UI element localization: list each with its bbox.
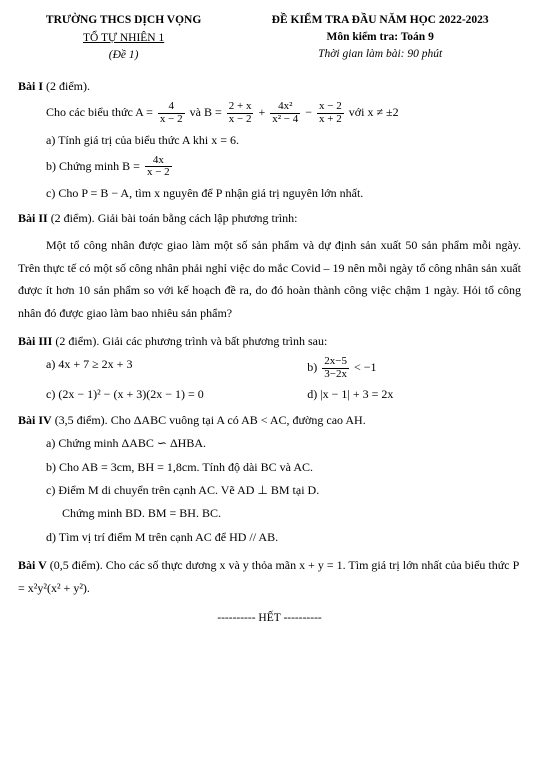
bai2-title: Bài II: [18, 211, 48, 225]
section-bai-5: Bài V (0,5 điểm). Cho các số thực dương …: [18, 554, 521, 600]
frac-A: 4x − 2: [158, 101, 185, 125]
bai1-a: a) Tính giá trị của biểu thức A khi x = …: [46, 132, 521, 149]
exam-title: ĐỀ KIỂM TRA ĐẦU NĂM HỌC 2022-2023: [239, 12, 521, 29]
op-minus: −: [305, 105, 315, 119]
bai3-title: Bài III: [18, 334, 52, 348]
bai1-c: c) Cho P = B − A, tìm x nguyên để P nhận…: [46, 185, 521, 202]
team-name: TỔ TỰ NHIÊN 1: [18, 30, 229, 47]
exam-variant: (Đề 1): [18, 47, 229, 64]
bai1-post: với x ≠ ±2: [349, 105, 399, 119]
frac-B1: 2 + xx − 2: [227, 101, 254, 125]
bai5-title: Bài V: [18, 558, 47, 572]
bai2-head: Giải bài toán bằng cách lập phương trình…: [98, 211, 298, 225]
bai2-pts: (2 điểm).: [48, 211, 98, 225]
frac-B3: x − 2x + 2: [317, 101, 344, 125]
bai1-expr: Cho các biểu thức A = 4x − 2 và B = 2 + …: [18, 101, 521, 125]
bai1-b-pre: b) Chứng minh B =: [46, 159, 143, 173]
op-plus: +: [258, 105, 268, 119]
bai2-body: Một tổ công nhân được giao làm một số sả…: [18, 234, 521, 325]
section-bai-1: Bài I (2 điểm). Cho các biểu thức A = 4x…: [18, 78, 521, 202]
bai4-head: Cho ΔABC vuông tại A có AB < AC, đường c…: [111, 413, 366, 427]
bai1-pts: (2 điểm).: [43, 79, 90, 93]
bai4-d: d) Tìm vị trí điểm M trên cạnh AC để HD …: [46, 529, 521, 546]
section-bai-4: Bài IV (3,5 điểm). Cho ΔABC vuông tại A …: [18, 412, 521, 546]
bai3-b-pre: b): [307, 360, 320, 374]
exam-duration: Thời gian làm bài: 90 phút: [239, 46, 521, 63]
bai3-a: a) 4x + 7 ≥ 2x + 3: [46, 356, 307, 380]
bai4-pts: (3,5 điểm).: [52, 413, 111, 427]
bai5-pts: (0,5 điểm).: [47, 558, 106, 572]
frac-Bproof: 4xx − 2: [145, 155, 172, 179]
bai4-a: a) Chứng minh ΔABC ∽ ΔHBA.: [46, 435, 521, 452]
bai1-pre: Cho các biểu thức A =: [46, 105, 156, 119]
exam-subject: Môn kiểm tra: Toán 9: [239, 29, 521, 46]
exam-header: TRƯỜNG THCS DỊCH VỌNG TỔ TỰ NHIÊN 1 (Đề …: [18, 12, 521, 64]
bai3-head: Giải các phương trình và bất phương trìn…: [102, 334, 327, 348]
bai3-c: c) (2x − 1)² − (x + 3)(2x − 1) = 0: [46, 386, 307, 403]
bai4-c2: Chứng minh BD. BM = BH. BC.: [46, 505, 521, 522]
page-footer: ---------- HẾT ----------: [18, 610, 521, 627]
bai4-title: Bài IV: [18, 413, 52, 427]
bai3-b-post: < −1: [354, 360, 377, 374]
frac-3b: 2x−53−2x: [322, 356, 349, 380]
school-name: TRƯỜNG THCS DỊCH VỌNG: [18, 12, 229, 29]
bai3-b: b) 2x−53−2x < −1: [307, 356, 521, 380]
bai4-c1: c) Điểm M di chuyển trên cạnh AC. Vẽ AD …: [46, 482, 521, 499]
bai1-b: b) Chứng minh B = 4xx − 2: [46, 155, 521, 179]
bai1-mid: và B =: [190, 105, 225, 119]
bai3-d: d) |x − 1| + 3 = 2x: [307, 386, 521, 403]
bai1-title: Bài I: [18, 79, 43, 93]
bai4-b: b) Cho AB = 3cm, BH = 1,8cm. Tính độ dài…: [46, 459, 521, 476]
section-bai-2: Bài II (2 điểm). Giải bài toán bằng cách…: [18, 210, 521, 325]
bai3-pts: (2 điểm).: [52, 334, 102, 348]
section-bai-3: Bài III (2 điểm). Giải các phương trình …: [18, 333, 521, 404]
frac-B2: 4x²x² − 4: [270, 101, 300, 125]
